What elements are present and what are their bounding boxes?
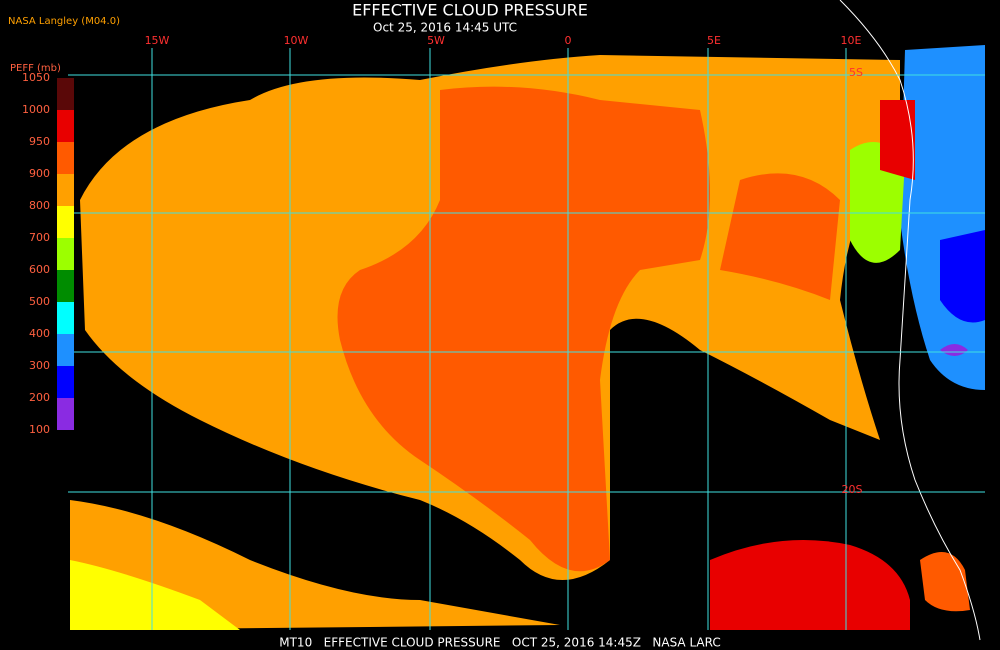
graticule	[68, 48, 985, 630]
cloud-high	[337, 86, 710, 572]
coastline	[839, 0, 981, 641]
legend-tick-label: 100	[29, 423, 50, 436]
legend-tick-label: 950	[29, 135, 50, 148]
longitude-label: 10E	[841, 34, 862, 47]
source: NASA Langley (M04.0)	[8, 16, 120, 27]
longitude-label: 10W	[284, 34, 309, 47]
legend-swatch	[57, 78, 74, 110]
legend-swatch	[57, 142, 74, 174]
legend-swatch	[57, 206, 74, 238]
legend-tick-label: 800	[29, 199, 50, 212]
legend-swatch	[57, 238, 74, 270]
cloud-field	[70, 0, 985, 641]
legend-tick-label: 700	[29, 231, 50, 244]
legend-swatch	[57, 270, 74, 302]
legend: 1050 1000 950 900 800 700 600 500 400 300 200 100	[22, 71, 74, 436]
legend-tick-label: 900	[29, 167, 50, 180]
legend-tick-label: 200	[29, 391, 50, 404]
legend-tick-label: 400	[29, 327, 50, 340]
latitude-label: 5S	[849, 66, 863, 79]
legend-tick-label: 1050	[22, 71, 50, 84]
legend-swatch	[57, 110, 74, 142]
cloud-red	[710, 540, 910, 630]
title: EFFECTIVE CLOUD PRESSURE	[352, 1, 588, 20]
legend-tick-label: 600	[29, 263, 50, 276]
legend-swatch	[57, 366, 74, 398]
legend-swatch	[57, 302, 74, 334]
legend-swatch	[57, 174, 74, 206]
cloud-low	[70, 560, 240, 630]
cloud-top	[940, 344, 968, 356]
legend-tick-label: 1000	[22, 103, 50, 116]
legend-swatch	[57, 398, 74, 430]
longitude-label: 0	[565, 34, 572, 47]
longitude-label: 15W	[145, 34, 170, 47]
longitude-label: 5W	[427, 34, 445, 47]
legend-tick-label: 300	[29, 359, 50, 372]
legend-swatch	[57, 334, 74, 366]
cloud-high-east	[720, 173, 840, 300]
legend-tick-label: 500	[29, 295, 50, 308]
legend-title: PEFF (mb)	[10, 63, 61, 74]
latitude-label: 20S	[842, 483, 863, 496]
cloud-conv-core	[940, 230, 985, 323]
grid-labels: 15W 10W 5W 0 5E 10E 5S 20S	[145, 34, 863, 496]
longitude-label: 5E	[707, 34, 721, 47]
cloud-red-ne	[880, 100, 915, 180]
subtitle: Oct 25, 2016 14:45 UTC	[373, 21, 517, 35]
footer: MT10 EFFECTIVE CLOUD PRESSURE OCT 25, 20…	[279, 636, 720, 650]
